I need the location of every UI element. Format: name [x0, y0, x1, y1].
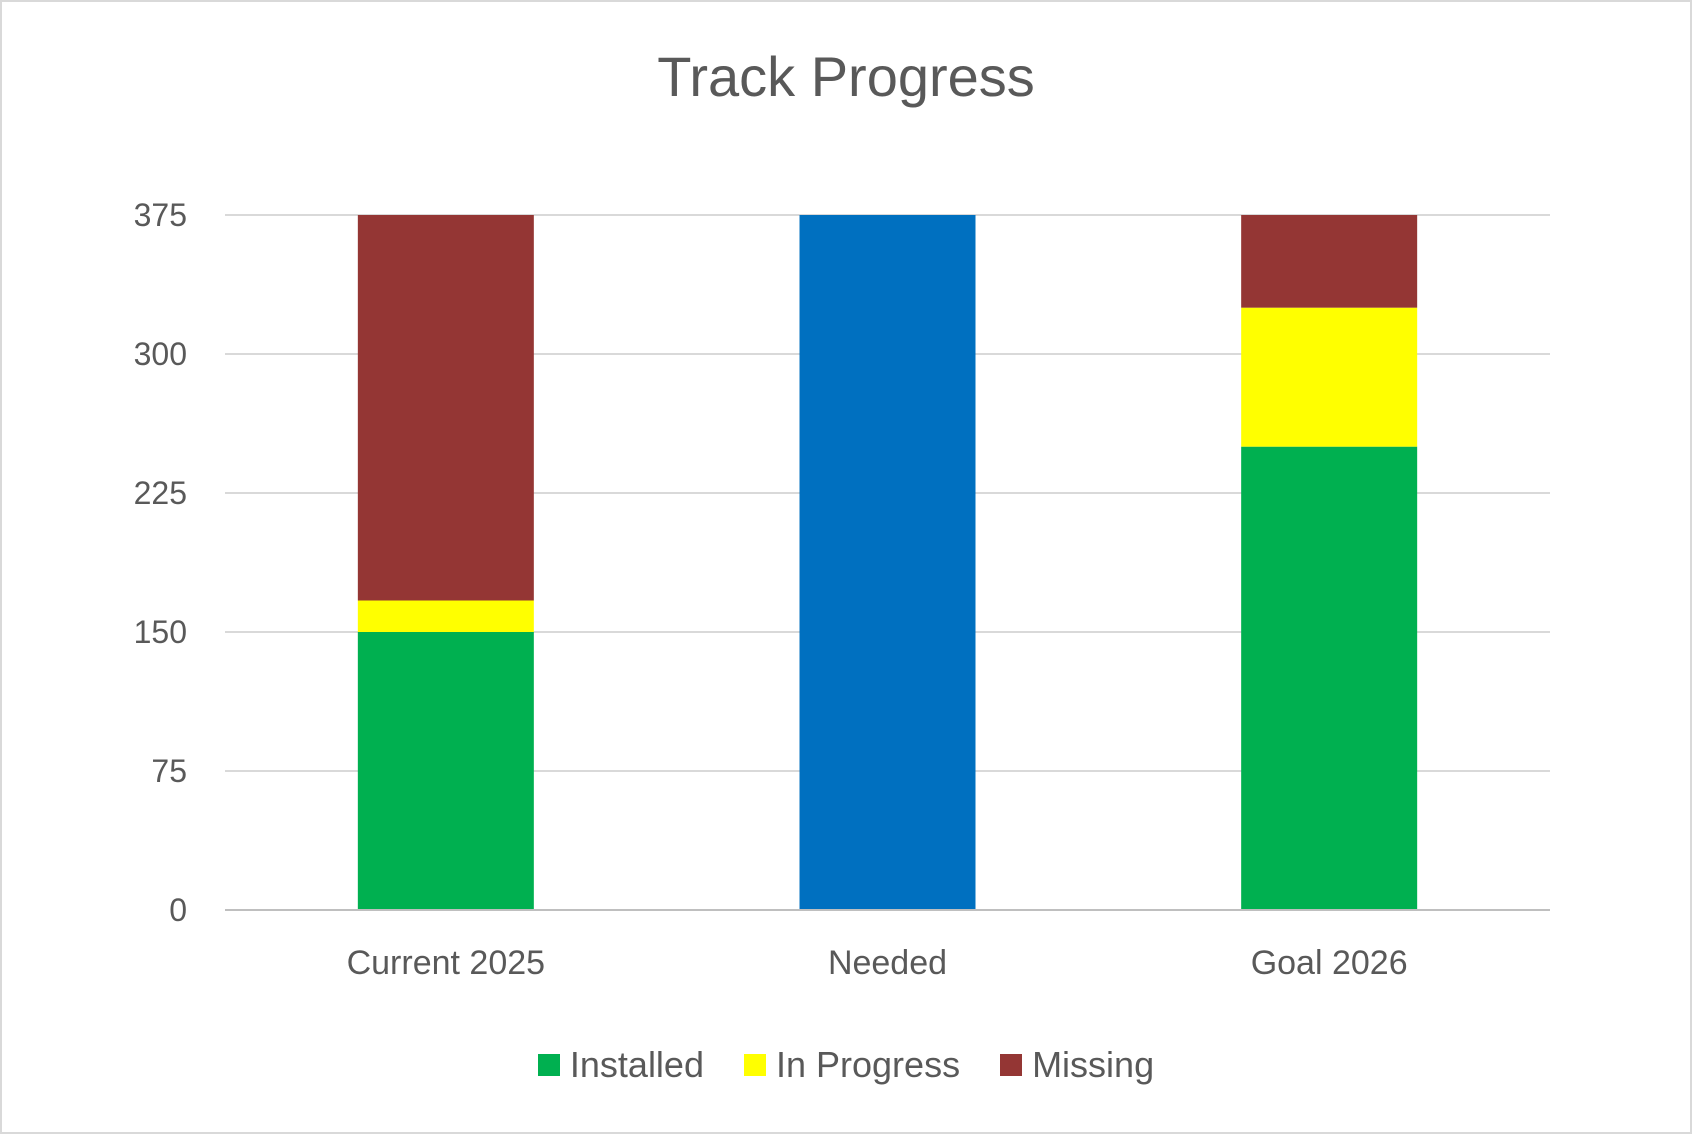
legend-swatch	[1000, 1054, 1023, 1076]
y-tick-label: 375	[134, 197, 187, 233]
y-tick-label: 0	[169, 892, 187, 928]
legend-item-in-progress: In Progress	[743, 1044, 961, 1086]
bar-installed-current-2025	[357, 632, 534, 910]
bar-series-3-needed	[799, 215, 976, 910]
legend-swatch	[537, 1054, 560, 1076]
y-tick-label: 150	[134, 614, 187, 650]
legend-swatch	[743, 1054, 766, 1076]
bar-missing-current-2025	[357, 215, 534, 601]
legend-label: Installed	[569, 1044, 704, 1085]
legend-item-missing: Missing	[1000, 1044, 1154, 1086]
bar-installed-goal-2026	[1241, 446, 1418, 910]
bar-in-progress-goal-2026	[1241, 307, 1418, 447]
x-category-label: Current 2025	[347, 944, 545, 982]
x-category-label: Goal 2026	[1251, 944, 1408, 982]
bar-in-progress-current-2025	[357, 600, 534, 632]
bar-missing-goal-2026	[1241, 215, 1418, 308]
legend-item-installed: Installed	[537, 1044, 704, 1086]
legend: Installed In Progress Missing	[2, 1044, 1690, 1086]
legend-label: In Progress	[775, 1044, 961, 1085]
y-tick-label: 225	[134, 475, 187, 511]
legend-label: Missing	[1032, 1044, 1155, 1085]
chart-title: Track Progress	[657, 45, 1035, 108]
y-tick-label: 300	[134, 336, 187, 372]
y-tick-label: 75	[151, 753, 187, 789]
x-category-label: Needed	[828, 944, 947, 982]
